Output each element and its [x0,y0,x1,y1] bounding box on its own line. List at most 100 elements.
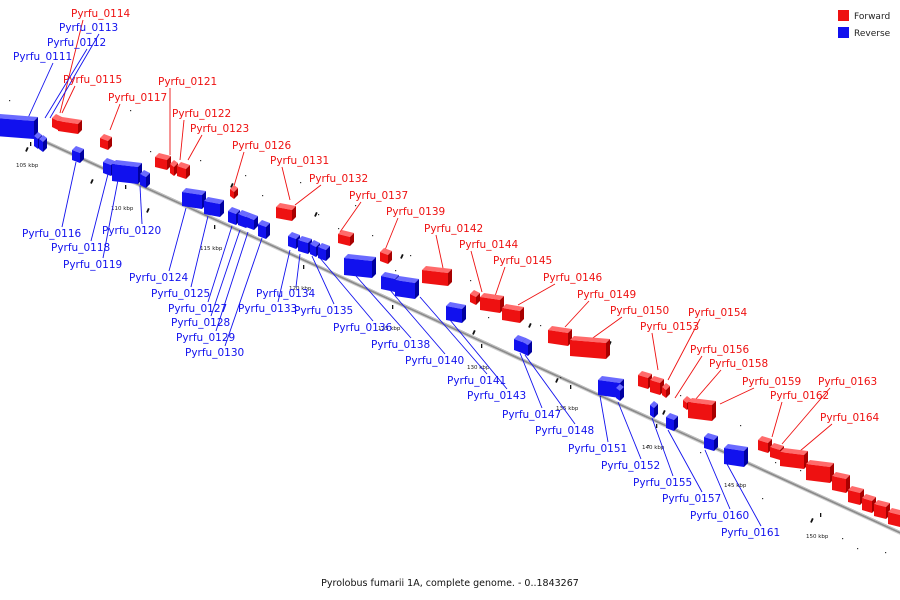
reverse-gene [258,220,270,239]
gene-front-face [522,342,528,356]
forward-gene-label: Pyrfu_0145 [493,255,552,267]
gene-front-face [770,447,780,460]
gene-front-face [683,400,687,410]
scale-tick [481,344,483,348]
minor-tick [700,452,702,454]
forward-gene-label: Pyrfu_0164 [820,412,880,424]
gene-top-face [862,494,876,501]
gene-side-face [476,293,480,305]
reverse-gene-label: Pyrfu_0134 [256,288,316,300]
reverse-gene-label: Pyrfu_0130 [185,347,244,359]
gene-side-face [666,386,670,398]
minor-tick [540,325,542,327]
gene-side-face [620,387,624,401]
gene-top-face [650,376,664,383]
gene-top-face [246,213,258,220]
legend-swatch-reverse [838,27,849,38]
forward-gene-label: Pyrfu_0153 [640,321,699,333]
reverse-gene [344,254,376,278]
forward-leader-line [674,355,703,399]
reverse-gene-label: Pyrfu_0128 [171,317,230,329]
gene-top-face [230,185,238,192]
reverse-leader-line [90,173,109,242]
gene-top-face [182,188,206,195]
gene-side-face [520,307,524,323]
scale-label: 150 kbp [806,534,829,540]
minor-tick [762,498,764,500]
gene-front-face [258,224,266,239]
gene-front-face [34,136,38,149]
minor-tick [338,228,340,230]
minor-tick [842,538,844,540]
forward-gene [502,304,524,323]
forward-leader-line [589,316,623,341]
minor-tick [857,548,859,550]
reverse-gene-label: Pyrfu_0133 [238,303,297,315]
minor-tick [130,110,132,112]
gene-top-face [395,276,419,283]
gene-side-face [712,401,716,421]
minor-tick [680,395,682,397]
gene-top-face [318,243,330,250]
scale-label: 135 kbp [556,406,579,412]
gene-front-face [182,192,202,209]
forward-gene-label: Pyrfu_0149 [577,289,636,301]
gene-side-face [654,404,658,418]
reverse-leader-line [61,161,77,228]
feature-mark [472,330,476,335]
reverse-leader-line [190,215,209,288]
forward-leader-line [667,318,701,381]
gene-front-face [338,234,350,246]
scale-tick [125,185,127,189]
minor-tick [488,317,490,319]
minor-tick [300,182,302,184]
reverse-leader-line [667,429,703,493]
gene-top-face [688,398,716,405]
forward-leader-line [771,401,783,438]
forward-gene [848,486,864,505]
gene-side-face [528,341,532,356]
forward-gene-label: Pyrfu_0123 [190,123,249,135]
gene-top-face [758,436,772,443]
gene-top-face [502,304,524,311]
forward-gene [155,153,171,170]
reverse-leader-line [651,417,674,477]
gene-top-face [638,371,652,378]
gene-front-face [650,405,654,418]
reverse-gene [446,302,466,323]
reverse-leader-line [168,207,187,272]
gene-side-face [326,246,330,261]
gene-top-face [874,500,890,507]
reverse-gene [246,213,258,230]
gene-front-face [688,402,712,421]
forward-gene-label: Pyrfu_0139 [386,206,445,218]
forward-gene [570,336,610,359]
gene-side-face [266,223,270,239]
gene-top-face [155,153,171,160]
gene-top-face [770,443,784,450]
gene-front-face [724,448,744,467]
reverse-gene-label: Pyrfu_0157 [662,493,721,505]
forward-gene [888,508,900,527]
gene-side-face [80,149,84,163]
minor-tick [245,175,247,177]
reverse-gene-label: Pyrfu_0119 [63,259,122,271]
forward-gene-label: Pyrfu_0115 [63,74,122,86]
gene-front-face [318,247,326,261]
gene-front-face [155,157,167,170]
feature-mark [400,253,404,259]
forward-gene [422,266,452,286]
reverse-gene [598,376,624,398]
gene-side-face [388,251,392,264]
forward-gene [638,371,652,389]
gene-front-face [103,162,111,176]
gene-top-face [570,336,610,343]
gene-top-face [288,232,300,239]
reverse-leader-line [449,319,508,390]
gene-top-face [276,203,296,210]
forward-leader-line [179,119,185,161]
minor-tick [410,255,412,257]
scale-label: 125 kbp [378,326,401,332]
gene-top-face [338,230,354,237]
gene-front-face [381,276,395,292]
